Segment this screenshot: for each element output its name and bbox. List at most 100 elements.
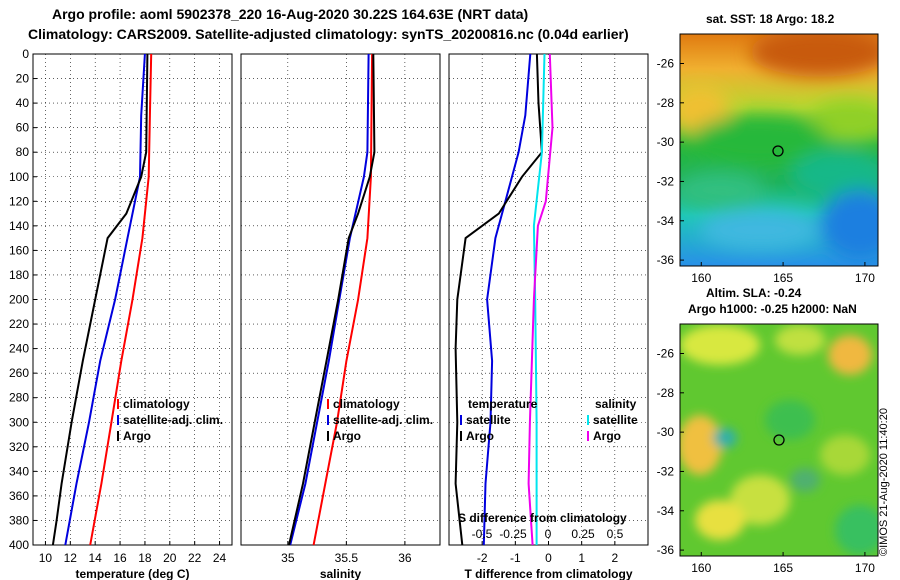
series-argo bbox=[51, 53, 149, 546]
sla-map-subtitle: Argo h1000: -0.25 h2000: NaN bbox=[688, 302, 857, 316]
secondary-axis-label: S difference from climatology bbox=[458, 511, 627, 525]
legend-label: satellite bbox=[593, 413, 638, 427]
y-tick-label: 160 bbox=[9, 243, 29, 257]
y-tick-label: 340 bbox=[9, 464, 29, 478]
y-tick-label: 360 bbox=[9, 489, 29, 503]
y-tick-label: 100 bbox=[9, 170, 29, 184]
y-tick-label: 140 bbox=[9, 219, 29, 233]
y-tick-label: 260 bbox=[9, 366, 29, 380]
map-x-tick-label: 160 bbox=[691, 561, 711, 575]
map-x-tick-label: 160 bbox=[691, 271, 711, 285]
map-y-tick-label: -32 bbox=[657, 174, 675, 188]
panel-2-frame bbox=[448, 53, 649, 546]
y-tick-label: 20 bbox=[16, 72, 30, 86]
secondary-tick-label: -0.25 bbox=[499, 527, 527, 541]
legend-label: climatology bbox=[333, 397, 400, 411]
map-y-tick-label: -36 bbox=[657, 253, 675, 267]
map-y-tick-label: -26 bbox=[657, 56, 675, 70]
legend-label: Argo bbox=[333, 429, 361, 443]
map-y-tick-label: -30 bbox=[657, 135, 675, 149]
x-tick-label: 10 bbox=[39, 551, 53, 565]
y-tick-label: 380 bbox=[9, 513, 29, 527]
x-tick-label: -2 bbox=[477, 551, 488, 565]
x-tick-label: 18 bbox=[138, 551, 152, 565]
y-tick-label: 320 bbox=[9, 440, 29, 454]
sla-map bbox=[680, 324, 878, 556]
secondary-tick-label: 0 bbox=[545, 527, 552, 541]
secondary-tick-label: 0.5 bbox=[607, 527, 624, 541]
series-temperature-satellite bbox=[482, 53, 532, 546]
y-tick-label: 300 bbox=[9, 415, 29, 429]
y-tick-label: 280 bbox=[9, 391, 29, 405]
secondary-tick-label: -0.5 bbox=[472, 527, 493, 541]
x-tick-label: -1 bbox=[510, 551, 521, 565]
map-x-tick-label: 170 bbox=[855, 561, 875, 575]
copyright-credit: ©IMOS 21-Aug-2020 11:40:20 bbox=[878, 408, 890, 556]
legend-label: satellite bbox=[466, 413, 511, 427]
series-climatology bbox=[312, 53, 374, 546]
legend-label: Argo bbox=[593, 429, 621, 443]
legend-heading-temperature: temperature bbox=[468, 397, 538, 411]
map-y-tick-label: -32 bbox=[657, 464, 675, 478]
x-tick-label: 16 bbox=[113, 551, 127, 565]
x-tick-label: 12 bbox=[64, 551, 78, 565]
series-salinity-satellite bbox=[532, 53, 546, 545]
x-axis-label: temperature (deg C) bbox=[75, 567, 189, 580]
y-tick-label: 200 bbox=[9, 293, 29, 307]
x-axis-label: salinity bbox=[320, 567, 362, 580]
panel-1-frame bbox=[240, 53, 441, 546]
map-y-tick-label: -34 bbox=[657, 504, 675, 518]
x-tick-label: 35.5 bbox=[335, 551, 359, 565]
sla-float-marker[interactable] bbox=[773, 434, 785, 446]
x-tick-label: 24 bbox=[213, 551, 227, 565]
sst-map-frame bbox=[679, 33, 879, 267]
series-climatology bbox=[89, 53, 153, 546]
legend-label: Argo bbox=[466, 429, 494, 443]
map-x-tick-label: 170 bbox=[855, 271, 875, 285]
map-y-tick-label: -28 bbox=[657, 386, 675, 400]
y-tick-label: 400 bbox=[9, 538, 29, 552]
map-y-tick-label: -26 bbox=[657, 346, 675, 360]
series-satellite-adj-clim- bbox=[289, 53, 370, 546]
y-tick-label: 40 bbox=[16, 96, 30, 110]
map-x-tick-label: 165 bbox=[773, 271, 793, 285]
profile-title: Argo profile: aoml 5902378_220 16-Aug-20… bbox=[52, 6, 529, 22]
x-tick-label: 20 bbox=[163, 551, 177, 565]
series-argo bbox=[288, 53, 376, 546]
y-tick-label: 0 bbox=[22, 47, 29, 61]
map-y-tick-label: -28 bbox=[657, 96, 675, 110]
y-tick-label: 240 bbox=[9, 342, 29, 356]
x-tick-label: 2 bbox=[611, 551, 618, 565]
x-tick-label: 1 bbox=[578, 551, 585, 565]
y-tick-label: 220 bbox=[9, 317, 29, 331]
climatology-title: Climatology: CARS2009. Satellite-adjuste… bbox=[28, 26, 629, 42]
legend-label: climatology bbox=[123, 397, 190, 411]
x-tick-label: 14 bbox=[89, 551, 103, 565]
x-axis-label: T difference from climatology bbox=[464, 567, 632, 580]
map-y-tick-label: -36 bbox=[657, 543, 675, 557]
sla-map-frame bbox=[679, 323, 879, 557]
sla-map-title: Altim. SLA: -0.24 bbox=[706, 286, 802, 300]
legend-heading-salinity: salinity bbox=[595, 397, 637, 411]
y-tick-label: 180 bbox=[9, 268, 29, 282]
map-x-tick-label: 165 bbox=[773, 561, 793, 575]
x-tick-label: 35 bbox=[281, 551, 295, 565]
legend-label: satellite-adj. clim. bbox=[123, 413, 223, 427]
x-tick-label: 0 bbox=[545, 551, 552, 565]
x-tick-label: 22 bbox=[188, 551, 202, 565]
sst-map bbox=[680, 34, 878, 266]
map-y-tick-label: -30 bbox=[657, 425, 675, 439]
legend-label: Argo bbox=[123, 429, 151, 443]
secondary-tick-label: 0.25 bbox=[571, 527, 595, 541]
map-y-tick-label: -34 bbox=[657, 214, 675, 228]
y-tick-label: 60 bbox=[16, 121, 30, 135]
x-tick-label: 36 bbox=[398, 551, 412, 565]
y-tick-label: 80 bbox=[16, 145, 30, 159]
sst-float-marker[interactable] bbox=[772, 145, 784, 157]
series-temperature-argo bbox=[454, 53, 543, 546]
series-salinity-argo bbox=[527, 53, 554, 546]
legend-label: satellite-adj. clim. bbox=[333, 413, 433, 427]
sst-map-title: sat. SST: 18 Argo: 18.2 bbox=[706, 12, 835, 26]
y-tick-label: 120 bbox=[9, 194, 29, 208]
